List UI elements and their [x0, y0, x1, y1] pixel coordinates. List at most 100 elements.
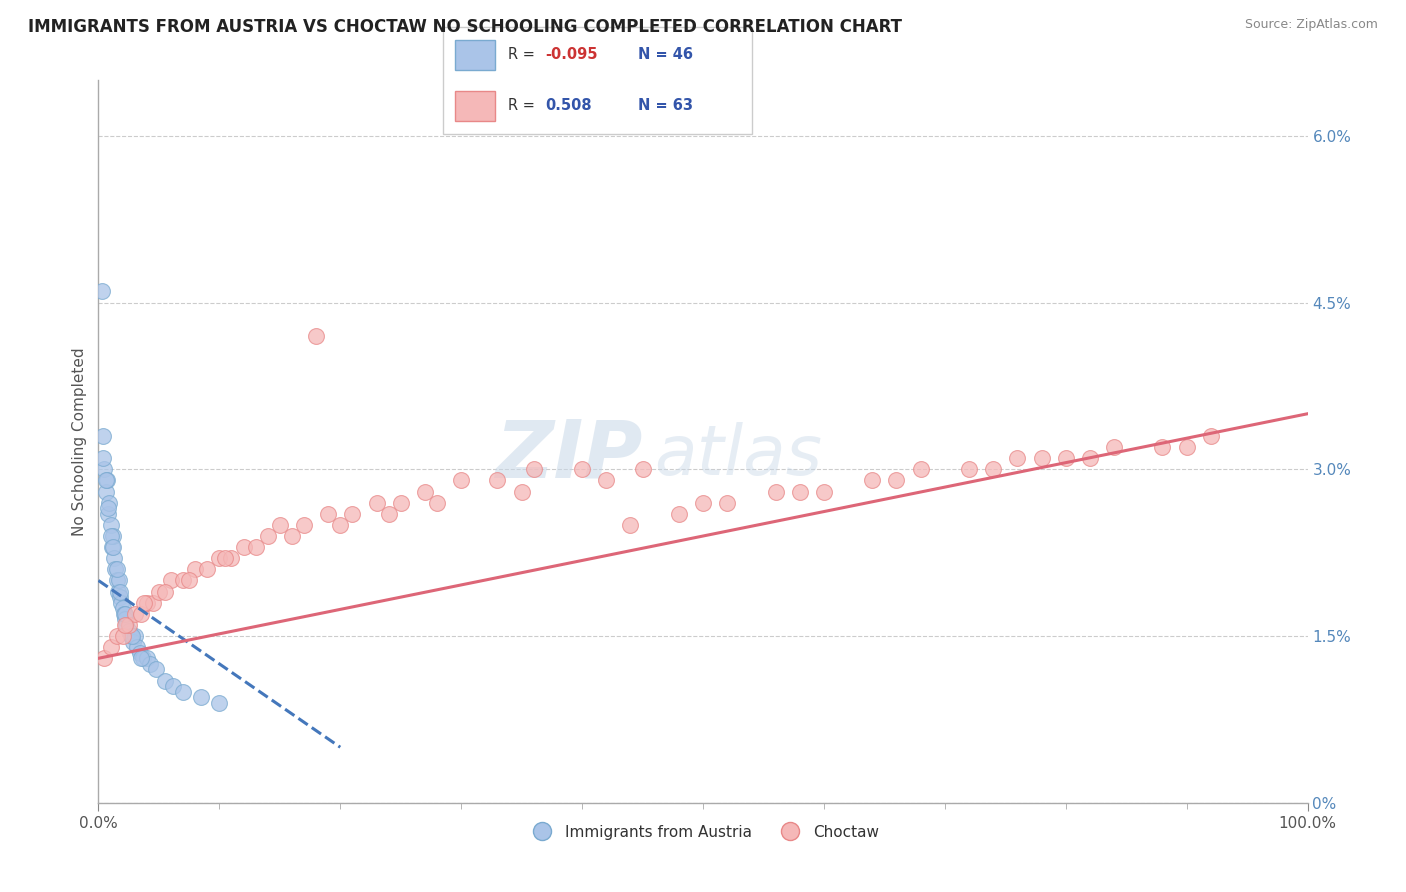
Point	[129, 607, 152, 621]
Point	[619, 517, 641, 532]
Point	[981, 462, 1004, 476]
Bar	[456, 39, 495, 70]
Text: Source: ZipAtlas.com: Source: ZipAtlas.com	[1244, 18, 1378, 31]
Point	[377, 507, 399, 521]
Point	[128, 646, 150, 660]
Point	[342, 507, 364, 521]
Point	[316, 507, 339, 521]
Point	[184, 562, 207, 576]
Point	[107, 584, 129, 599]
Point	[114, 607, 136, 621]
Point	[134, 596, 156, 610]
Point	[813, 484, 835, 499]
Point	[105, 562, 128, 576]
Point	[329, 517, 352, 532]
Point	[129, 651, 152, 665]
Point	[97, 507, 120, 521]
Point	[118, 618, 141, 632]
Point	[292, 517, 315, 532]
Text: ZIP: ZIP	[495, 417, 643, 495]
Point	[486, 474, 509, 488]
Point	[111, 629, 134, 643]
Point	[162, 679, 184, 693]
Point	[100, 517, 122, 532]
Point	[595, 474, 617, 488]
Point	[100, 640, 122, 655]
Point	[281, 529, 304, 543]
Point	[105, 629, 128, 643]
Point	[910, 462, 932, 476]
Point	[1175, 440, 1198, 454]
Point	[91, 429, 114, 443]
Point	[93, 651, 115, 665]
Legend: Immigrants from Austria, Choctaw: Immigrants from Austria, Choctaw	[520, 819, 886, 846]
Point	[94, 484, 117, 499]
Point	[93, 462, 115, 476]
Point	[139, 657, 162, 671]
Point	[1078, 451, 1101, 466]
Bar	[456, 91, 495, 121]
Point	[245, 540, 267, 554]
Point	[232, 540, 254, 554]
Point	[789, 484, 811, 499]
Text: IMMIGRANTS FROM AUSTRIA VS CHOCTAW NO SCHOOLING COMPLETED CORRELATION CHART: IMMIGRANTS FROM AUSTRIA VS CHOCTAW NO SC…	[28, 18, 903, 36]
Point	[1199, 429, 1222, 443]
Point	[111, 601, 134, 615]
Point	[103, 551, 125, 566]
Point	[716, 496, 738, 510]
Point	[221, 551, 243, 566]
Point	[94, 474, 117, 488]
Point	[115, 618, 138, 632]
Point	[101, 540, 124, 554]
Point	[389, 496, 412, 510]
Point	[571, 462, 593, 476]
Point	[91, 451, 114, 466]
Point	[413, 484, 436, 499]
Point	[214, 551, 236, 566]
Text: R =: R =	[508, 47, 534, 62]
Point	[101, 529, 124, 543]
Y-axis label: No Schooling Completed: No Schooling Completed	[72, 347, 87, 536]
Point	[91, 285, 114, 299]
Point	[208, 696, 231, 710]
Point	[179, 574, 201, 588]
Point	[108, 574, 131, 588]
Point	[366, 496, 388, 510]
Point	[105, 574, 128, 588]
Point	[692, 496, 714, 510]
Point	[160, 574, 183, 588]
Point	[110, 596, 132, 610]
Point	[765, 484, 787, 499]
Text: atlas: atlas	[655, 423, 823, 490]
Point	[124, 629, 146, 643]
Point	[256, 529, 278, 543]
Point	[153, 584, 176, 599]
Point	[269, 517, 291, 532]
Point	[104, 562, 127, 576]
Point	[96, 474, 118, 488]
Point	[190, 690, 212, 705]
Point	[118, 624, 141, 638]
Text: R =: R =	[508, 98, 534, 113]
Point	[208, 551, 231, 566]
Point	[1007, 451, 1029, 466]
Point	[112, 607, 135, 621]
FancyBboxPatch shape	[443, 27, 752, 134]
Point	[135, 651, 157, 665]
Point	[121, 629, 143, 643]
Point	[145, 662, 167, 676]
Point	[668, 507, 690, 521]
Text: N = 46: N = 46	[638, 47, 693, 62]
Point	[450, 474, 472, 488]
Point	[114, 618, 136, 632]
Point	[127, 640, 149, 655]
Point	[172, 574, 194, 588]
Point	[860, 474, 883, 488]
Point	[1102, 440, 1125, 454]
Text: -0.095: -0.095	[546, 47, 598, 62]
Point	[114, 612, 136, 626]
Point	[132, 651, 155, 665]
Point	[100, 529, 122, 543]
Point	[510, 484, 533, 499]
Point	[1054, 451, 1077, 466]
